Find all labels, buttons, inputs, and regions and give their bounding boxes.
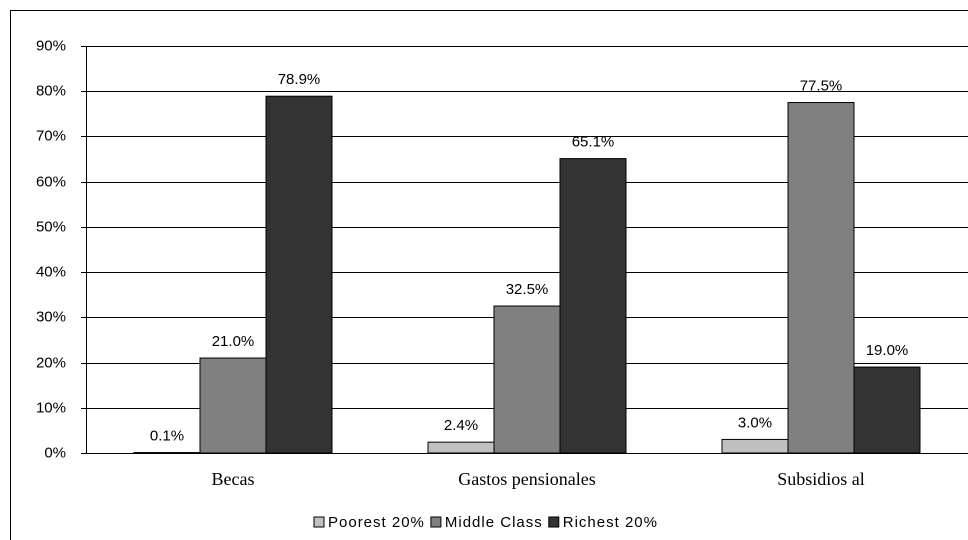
y-tick-label: 60%	[36, 173, 66, 190]
bar	[559, 158, 627, 454]
data-label: 32.5%	[506, 281, 549, 298]
bar	[853, 366, 921, 454]
y-tick-label: 40%	[36, 263, 66, 280]
data-label: 21.0%	[212, 333, 255, 350]
x-tick-label: Becas	[212, 469, 255, 489]
legend-label: Middle Class	[445, 514, 543, 531]
data-label: 19.0%	[866, 342, 909, 359]
data-label: 2.4%	[444, 417, 478, 434]
legend-label: Poorest 20%	[328, 514, 425, 531]
bar	[199, 357, 267, 454]
y-tick-label: 80%	[36, 82, 66, 99]
bar	[493, 305, 561, 454]
y-tick-label: 50%	[36, 218, 66, 235]
y-tick-label: 0%	[44, 444, 66, 461]
chart-border	[10, 10, 968, 540]
legend-swatch	[313, 516, 325, 528]
data-label: 78.9%	[278, 71, 321, 88]
bar	[721, 438, 789, 454]
x-tick-label: Subsidios al	[777, 469, 865, 489]
legend-label: Richest 20%	[563, 514, 658, 531]
data-label: 77.5%	[800, 77, 843, 94]
x-tick-label: Gastos pensionales	[458, 469, 595, 489]
y-tick-label: 70%	[36, 127, 66, 144]
bar	[265, 95, 333, 454]
bar	[787, 102, 855, 454]
data-label: 3.0%	[738, 414, 772, 431]
y-tick-label: 20%	[36, 354, 66, 371]
data-label: 0.1%	[150, 428, 184, 445]
y-tick-label: 90%	[36, 37, 66, 54]
y-tick-label: 10%	[36, 399, 66, 416]
data-label: 65.1%	[572, 134, 615, 151]
legend-swatch	[548, 516, 560, 528]
legend-swatch	[430, 516, 442, 528]
y-tick-label: 30%	[36, 308, 66, 325]
bar	[427, 441, 495, 454]
